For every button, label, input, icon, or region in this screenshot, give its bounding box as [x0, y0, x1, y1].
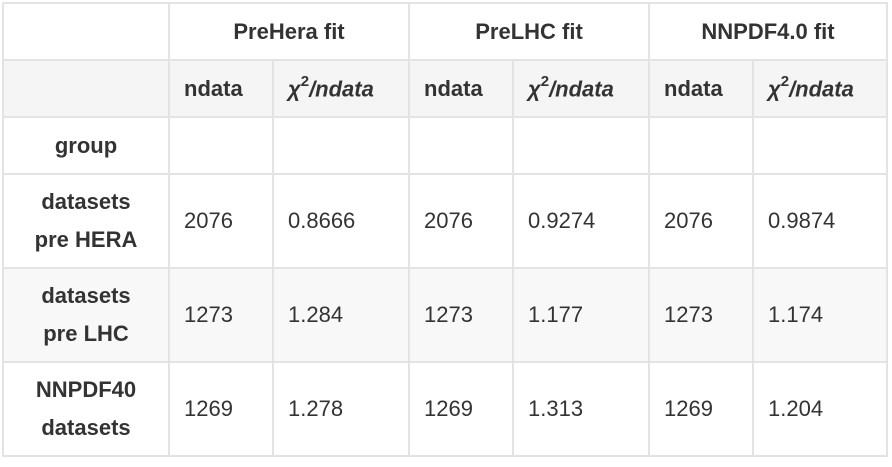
empty-cell [752, 116, 888, 175]
ndata-cell: 2076 [168, 173, 274, 269]
prelhc-fit-header: PreLHC fit [408, 2, 650, 61]
ndata-cell: 1269 [648, 361, 754, 457]
chi2-cell: 1.204 [752, 361, 888, 457]
row-label: datasets pre LHC [2, 267, 170, 363]
group-row: group [2, 116, 888, 175]
ndata-cell: 1273 [168, 267, 274, 363]
ndata-header: ndata [648, 59, 754, 118]
row-label: NNPDF40 datasets [2, 361, 170, 457]
ndata-cell: 2076 [408, 173, 514, 269]
row-label: datasets pre HERA [2, 173, 170, 269]
table-row: datasets pre LHC 1273 1.284 1273 1.177 12… [2, 267, 888, 363]
column-header-row: ndata χ2/ndata ndata χ2/ndata ndata χ2/n… [2, 59, 888, 118]
chi2-header: χ2/ndata [272, 59, 410, 118]
chi2-cell: 1.177 [512, 267, 650, 363]
ndata-header: ndata [408, 59, 514, 118]
ndata-cell: 1269 [408, 361, 514, 457]
ndata-cell: 2076 [648, 173, 754, 269]
chi2-cell: 1.174 [752, 267, 888, 363]
chi2-cell: 0.9274 [512, 173, 650, 269]
results-table: PreHera fit PreLHC fit NNPDF4.0 fit ndat… [2, 2, 888, 457]
empty-cell [512, 116, 650, 175]
chi2-cell: 1.313 [512, 361, 650, 457]
empty-cell [272, 116, 410, 175]
group-label: group [2, 116, 170, 175]
chi2-cell: 0.8666 [272, 173, 410, 269]
fit-header-row: PreHera fit PreLHC fit NNPDF4.0 fit [2, 2, 888, 61]
table-row: NNPDF40 datasets 1269 1.278 1269 1.313 12… [2, 361, 888, 457]
chi2-cell: 1.278 [272, 361, 410, 457]
empty-cell [408, 116, 514, 175]
corner-cell [2, 2, 170, 61]
chi2-header: χ2/ndata [752, 59, 888, 118]
ndata-header: ndata [168, 59, 274, 118]
chi2-header: χ2/ndata [512, 59, 650, 118]
corner-cell-2 [2, 59, 170, 118]
chi2-cell: 1.284 [272, 267, 410, 363]
ndata-cell: 1273 [648, 267, 754, 363]
nnpdf40-fit-header: NNPDF4.0 fit [648, 2, 888, 61]
empty-cell [648, 116, 754, 175]
ndata-cell: 1269 [168, 361, 274, 457]
table-row: datasets pre HERA 2076 0.8666 2076 0.9274… [2, 173, 888, 269]
empty-cell [168, 116, 274, 175]
prehera-fit-header: PreHera fit [168, 2, 410, 61]
chi2-cell: 0.9874 [752, 173, 888, 269]
ndata-cell: 1273 [408, 267, 514, 363]
